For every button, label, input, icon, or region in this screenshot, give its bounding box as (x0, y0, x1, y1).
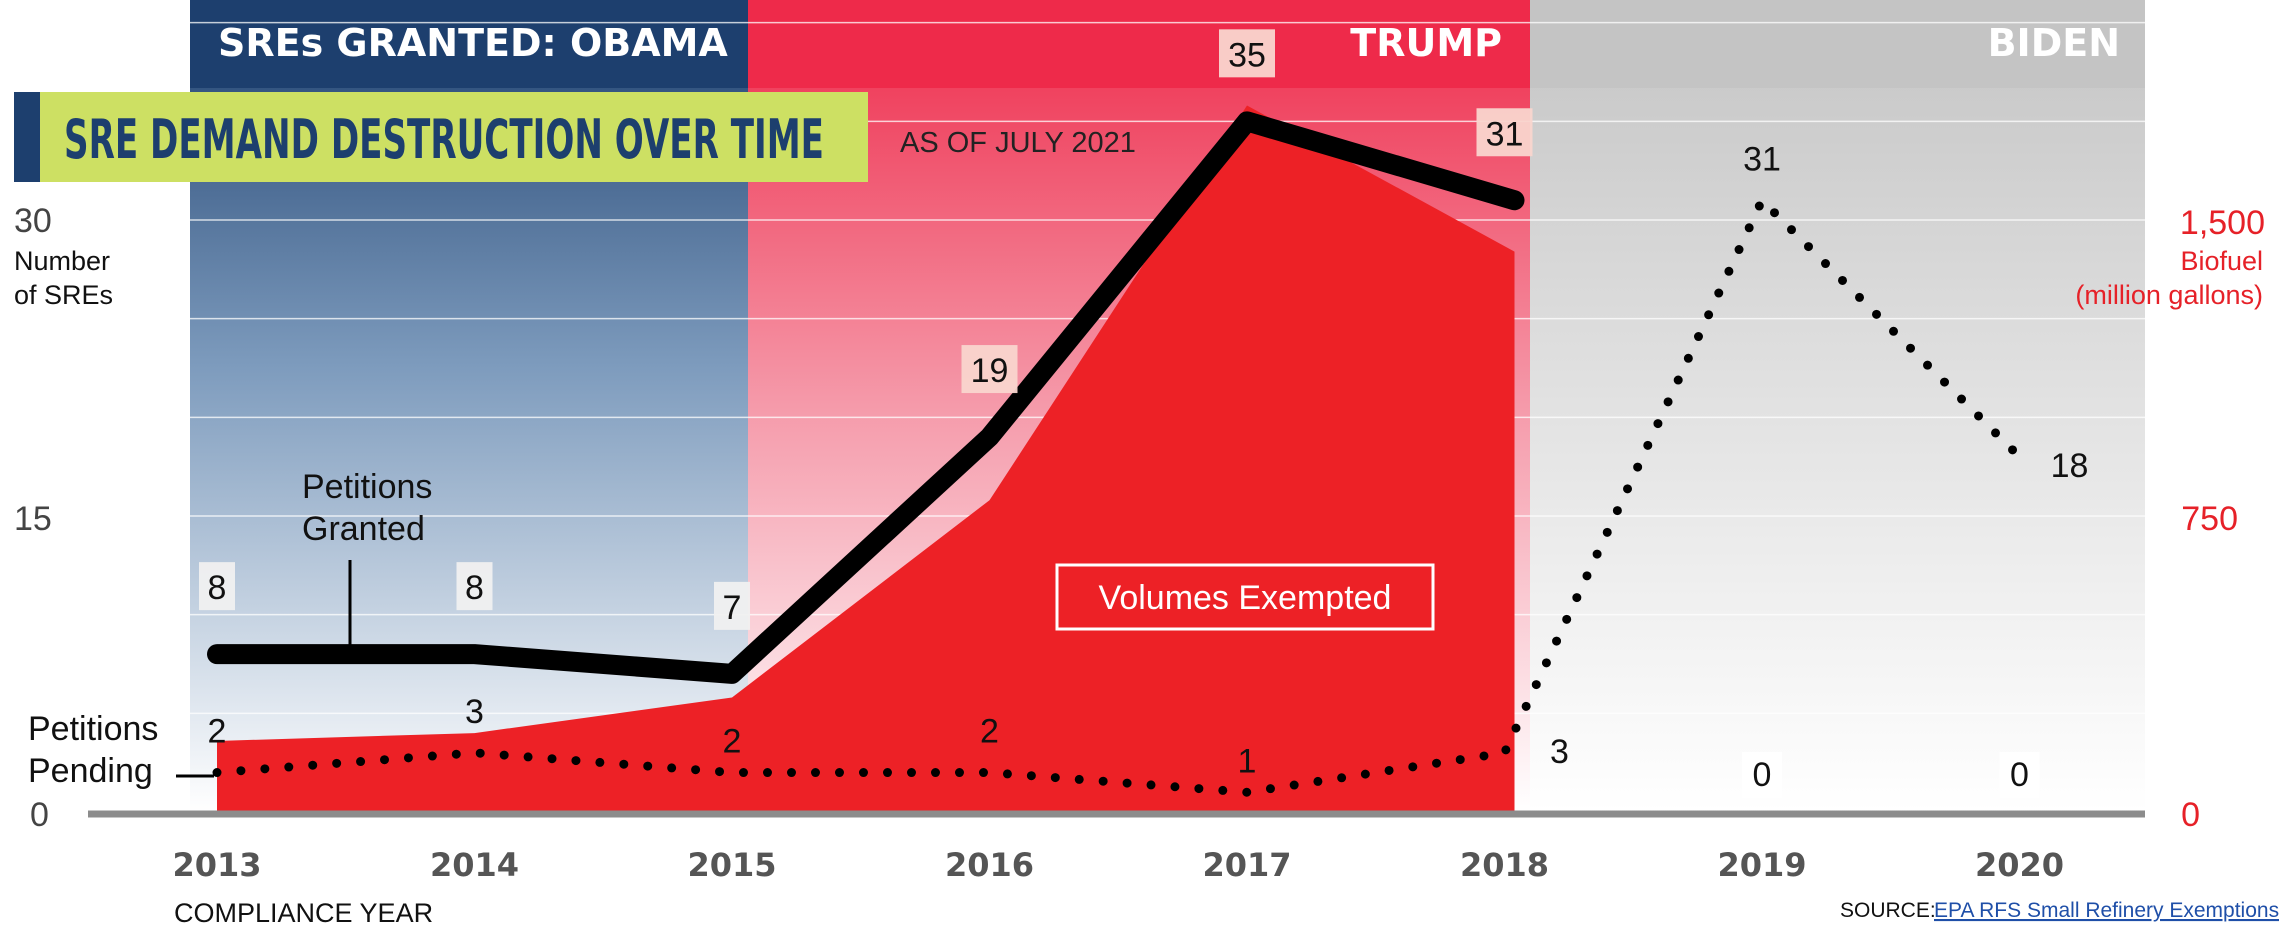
granted-annotation-line1: Petitions (302, 468, 432, 506)
granted-line (207, 111, 1525, 684)
granted-label-bg (1476, 108, 1533, 157)
x-tick-label: 2017 (1202, 846, 1291, 884)
x-axis-title: COMPLIANCE YEAR (174, 898, 433, 928)
granted-label-text: 8 (465, 569, 484, 607)
granted-label-bg (199, 562, 235, 611)
as-of-note: AS OF JULY 2021 (900, 127, 1136, 159)
y2-axis-title-line2: (million gallons) (2075, 280, 2263, 310)
pending-series: 2 3 2 2 1 3 31 18 0 0 (208, 140, 2089, 798)
granted-label-text: 31 (1486, 115, 1524, 153)
granted-label-bg (1219, 29, 1275, 78)
granted-data-label: 7 (714, 581, 750, 630)
pending-data-label: 2 (208, 713, 227, 751)
volumes-exempted-area (217, 105, 1515, 812)
y-tick-15: 15 (14, 500, 52, 538)
y2-axis-title-line1: Biofuel (2180, 246, 2263, 276)
x-tick-label: 2018 (1460, 846, 1549, 884)
zero-data-label: 0 (1753, 756, 1772, 794)
y-tick-30: 30 (14, 202, 52, 240)
banner-box (40, 92, 868, 182)
era-header-trump (748, 0, 1530, 88)
granted-label-bg (961, 345, 1018, 394)
pending-data-label: 3 (1550, 733, 1569, 771)
x-tick-label: 2016 (945, 846, 1034, 884)
y2-tick-1500: 1,500 (2180, 204, 2265, 242)
pending-data-label: 2 (980, 713, 999, 751)
pending-data-label: 31 (1743, 140, 1781, 178)
granted-data-label: 35 (1219, 29, 1275, 78)
x-tick-label: 2015 (687, 846, 776, 884)
y2-tick-0: 0 (2181, 796, 2200, 834)
era-header-biden (1530, 0, 2145, 88)
x-tick-label: 2013 (172, 846, 261, 884)
granted-label-bg (714, 581, 750, 630)
zero-label-bg (1999, 752, 2040, 798)
granted-series: 8 8 7 19 35 31 (199, 29, 1533, 684)
x-tick-label: 2020 (1975, 846, 2064, 884)
banner-title: SRE DEMAND DESTRUCTION OVER TIME (64, 108, 824, 171)
pending-data-label: 3 (465, 693, 484, 731)
granted-label-text: 7 (723, 589, 742, 627)
granted-label-bg (456, 562, 493, 611)
granted-data-label: 8 (199, 562, 235, 611)
pending-line (212, 192, 2024, 797)
y-tick-0: 0 (30, 796, 49, 834)
banner-accent (14, 92, 40, 182)
x-ticks: 2013 2014 2015 2016 2017 2018 2019 2020 (172, 846, 2064, 884)
x-tick-label: 2014 (430, 846, 519, 884)
source-prefix: SOURCE: (1840, 899, 1936, 922)
granted-label-text: 8 (208, 569, 227, 607)
zero-data-label: 0 (2010, 756, 2029, 794)
pending-data-label: 1 (1238, 742, 1257, 780)
era-header-obama (190, 0, 748, 88)
era-label-trump: TRUMP (1350, 21, 1502, 65)
y2-tick-750: 750 (2181, 500, 2238, 538)
pending-data-label: 18 (2051, 447, 2089, 485)
x-tick-label: 2019 (1717, 846, 1806, 884)
y-axis-title-line2: of SREs (14, 280, 113, 310)
granted-data-label: 19 (961, 345, 1018, 394)
area-label: Volumes Exempted (1099, 579, 1392, 617)
pending-data-label: 2 (723, 723, 742, 761)
era-band-biden (1530, 0, 2145, 812)
zero-label-bg (1742, 752, 1782, 798)
granted-label-text: 19 (971, 352, 1009, 390)
era-label-obama: SREs GRANTED: OBAMA (218, 21, 728, 65)
y-axis-title-line1: Number (14, 246, 110, 276)
source-link[interactable]: EPA RFS Small Refinery Exemptions (1934, 899, 2279, 922)
pending-annotation-line2: Pending (28, 752, 153, 790)
era-label-biden: BIDEN (1988, 21, 2120, 65)
granted-annotation-line2: Granted (302, 510, 425, 548)
pending-annotation-line1: Petitions (28, 710, 158, 748)
granted-data-label: 31 (1476, 108, 1533, 157)
granted-label-text: 35 (1228, 36, 1266, 74)
granted-data-label: 8 (456, 562, 493, 611)
area-label-box (1055, 563, 1435, 631)
